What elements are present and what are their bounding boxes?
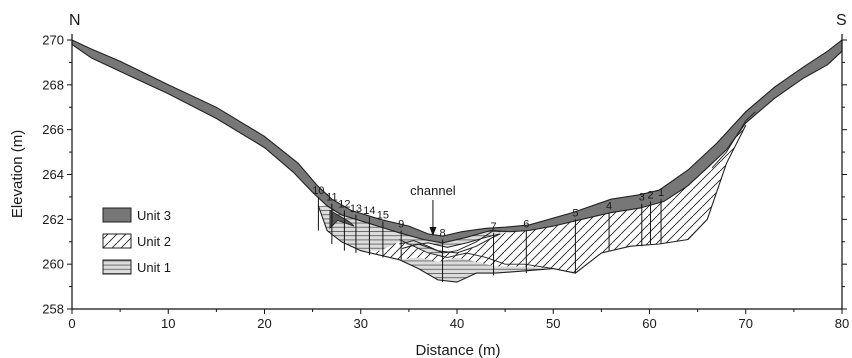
section-label-2: 2 [647, 189, 653, 201]
y-axis-title: Elevation (m) [9, 130, 26, 218]
x-tick-label-50: 50 [546, 316, 560, 331]
legend-swatch-unit-2 [102, 233, 132, 249]
channel-arrow-head [429, 227, 437, 237]
section-label-5: 5 [572, 207, 578, 219]
section-label-14: 14 [363, 205, 375, 217]
unit-1-lower-basin [399, 257, 554, 283]
section-label-10: 10 [312, 185, 324, 197]
channel-label: channel [410, 183, 456, 198]
geology-layers [71, 38, 843, 283]
y-tick-label-268: 268 [42, 77, 64, 92]
x-tick-label-70: 70 [739, 316, 753, 331]
section-label-11: 11 [326, 192, 337, 204]
orientation-south-label: S [836, 12, 847, 29]
x-tick-label-10: 10 [161, 316, 175, 331]
section-label-4: 4 [606, 201, 612, 213]
section-label-1: 1 [658, 187, 664, 199]
orientation-north-label: N [69, 12, 81, 29]
legend: Unit 3 Unit 2 Unit 1 [102, 207, 171, 275]
section-label-7: 7 [491, 221, 497, 233]
y-tick-label-262: 262 [42, 212, 64, 227]
unit-2-body [318, 122, 746, 283]
section-label-6: 6 [523, 219, 529, 231]
section-label-13: 13 [350, 203, 362, 215]
channel-annotation: channel [410, 183, 456, 237]
y-tick-label-270: 270 [42, 33, 64, 48]
section-label-8: 8 [440, 228, 446, 240]
x-tick-label-60: 60 [642, 316, 656, 331]
y-tick-label-266: 266 [42, 122, 64, 137]
south-slope-contact [711, 111, 756, 169]
unit-1-left-wedge [318, 205, 443, 258]
y-tick-label-260: 260 [42, 257, 64, 272]
unit-3-band [71, 38, 843, 244]
legend-label-unit-3: Unit 3 [137, 208, 171, 223]
section-label-12: 12 [338, 198, 350, 210]
y-tick-label-258: 258 [42, 302, 64, 317]
unit-base-boundary [317, 124, 747, 283]
unit-1-channel-boundary [399, 230, 501, 254]
section-label-15: 15 [377, 210, 389, 222]
unit-1-channel-fill [399, 230, 510, 253]
x-tick-label-80: 80 [835, 316, 849, 331]
legend-label-unit-1: Unit 1 [137, 260, 171, 275]
legend-swatch-unit-1 [102, 259, 132, 275]
x-tick-label-40: 40 [450, 316, 464, 331]
legend-swatch-unit-3 [102, 207, 132, 223]
unit-3-tongue [329, 209, 355, 230]
x-tick-label-30: 30 [354, 316, 368, 331]
section-label-3: 3 [639, 192, 645, 204]
x-tick-label-20: 20 [257, 316, 271, 331]
y-tick-label-264: 264 [42, 167, 64, 182]
section-label-9: 9 [398, 219, 404, 231]
x-tick-label-0: 0 [68, 316, 75, 331]
x-axis-title: Distance (m) [415, 342, 500, 358]
legend-label-unit-2: Unit 2 [137, 234, 171, 249]
unit-1-upper-boundary [399, 239, 554, 270]
